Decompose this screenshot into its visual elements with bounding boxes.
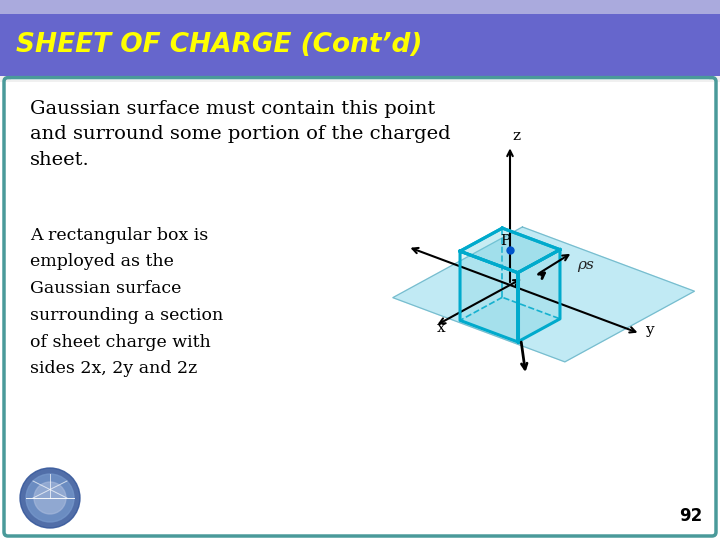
Polygon shape bbox=[460, 228, 560, 273]
Text: ρs: ρs bbox=[577, 259, 595, 273]
Polygon shape bbox=[518, 249, 560, 342]
Bar bbox=[0, 0, 720, 14]
Text: P: P bbox=[500, 234, 510, 248]
Circle shape bbox=[26, 474, 74, 522]
Circle shape bbox=[20, 468, 80, 528]
Bar bbox=[0, 14, 720, 76]
Text: A rectangular box is
employed as the
Gaussian surface
surrounding a section
of s: A rectangular box is employed as the Gau… bbox=[30, 227, 223, 377]
Text: z: z bbox=[512, 129, 520, 143]
Circle shape bbox=[34, 482, 66, 514]
Text: x: x bbox=[437, 321, 446, 335]
Polygon shape bbox=[460, 298, 560, 342]
Text: SHEET OF CHARGE (Cont’d): SHEET OF CHARGE (Cont’d) bbox=[16, 31, 423, 58]
Polygon shape bbox=[393, 227, 695, 362]
Bar bbox=[0, 82, 720, 540]
Text: y: y bbox=[645, 322, 654, 336]
Text: Gaussian surface must contain this point
and surround some portion of the charge: Gaussian surface must contain this point… bbox=[30, 99, 451, 169]
Polygon shape bbox=[460, 251, 518, 342]
Text: 92: 92 bbox=[679, 507, 702, 525]
